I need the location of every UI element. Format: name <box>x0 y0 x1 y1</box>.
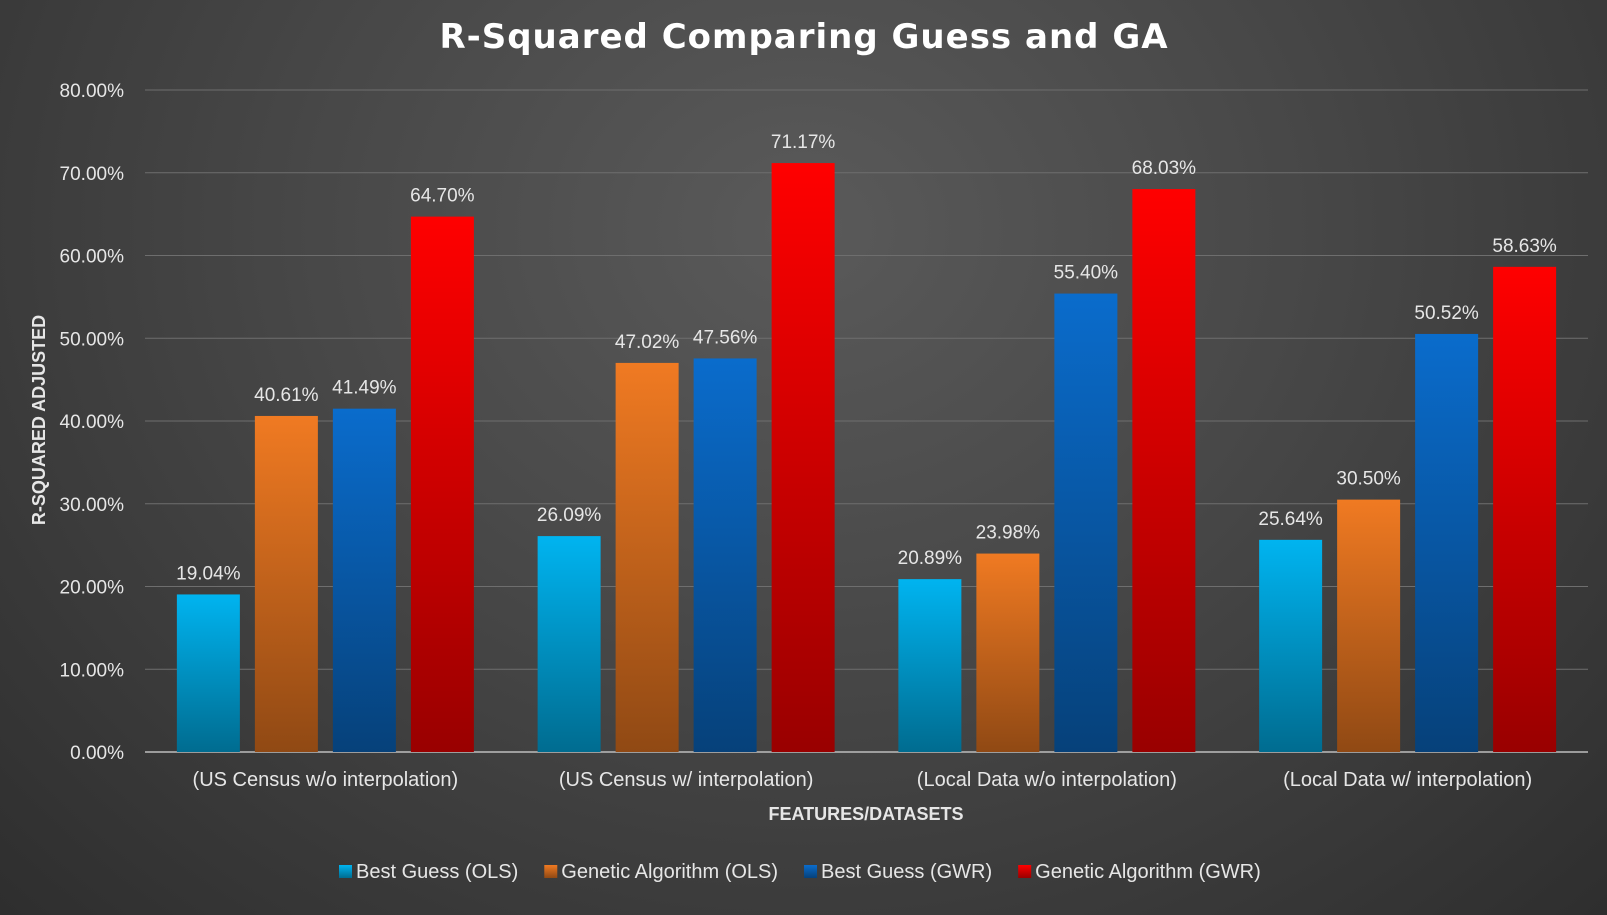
legend-entry: Best Guess (OLS) <box>356 861 518 883</box>
bar <box>693 358 757 752</box>
bar <box>537 536 601 752</box>
bar <box>410 216 474 753</box>
y-axis-title: R-SQUARED ADJUSTED <box>29 315 49 525</box>
y-tick-label: 70.00% <box>60 164 125 185</box>
bar <box>176 594 240 752</box>
y-tick-label: 80.00% <box>60 81 125 102</box>
data-label: 71.17% <box>771 132 836 153</box>
x-category-label: (US Census w/ interpolation) <box>559 769 814 791</box>
data-label: 26.09% <box>537 505 602 526</box>
data-label: 25.64% <box>1258 509 1323 530</box>
bar <box>615 362 679 752</box>
y-tick-label: 0.00% <box>70 743 124 764</box>
legend-swatch <box>804 865 818 878</box>
bar <box>1259 539 1323 752</box>
data-label: 64.70% <box>410 186 475 207</box>
bar <box>1054 293 1118 752</box>
y-tick-label: 20.00% <box>60 578 125 599</box>
data-label: 50.52% <box>1414 303 1479 324</box>
data-label: 47.56% <box>693 327 758 348</box>
x-axis-title: FEATURES/DATASETS <box>768 804 963 824</box>
data-label: 23.98% <box>976 523 1041 544</box>
data-label: 55.40% <box>1054 263 1119 284</box>
bar <box>1415 333 1479 752</box>
x-category-label: (US Census w/o interpolation) <box>193 769 459 791</box>
bar <box>1493 266 1557 752</box>
bar <box>976 553 1040 752</box>
bar <box>1132 189 1196 752</box>
chart-title: R-Squared Comparing Guess and GA <box>439 17 1168 57</box>
legend-swatch <box>1018 865 1032 878</box>
legend-entry: Genetic Algorithm (GWR) <box>1035 861 1261 883</box>
data-label: 20.89% <box>898 548 963 569</box>
y-tick-label: 40.00% <box>60 412 125 433</box>
bar <box>898 579 962 752</box>
data-label: 68.03% <box>1132 158 1197 179</box>
y-tick-label: 60.00% <box>60 247 125 268</box>
data-label: 41.49% <box>332 378 397 399</box>
y-tick-label: 10.00% <box>60 660 125 681</box>
data-label: 19.04% <box>176 563 241 584</box>
bar <box>1337 499 1401 752</box>
data-label: 30.50% <box>1336 469 1401 490</box>
y-tick-label: 50.00% <box>60 329 125 350</box>
bar <box>254 415 318 752</box>
legend-entry: Best Guess (GWR) <box>821 861 992 883</box>
x-category-label: (Local Data w/o interpolation) <box>917 769 1177 791</box>
legend-swatch <box>544 865 558 878</box>
legend-entry: Genetic Algorithm (OLS) <box>561 861 778 883</box>
x-category-label: (Local Data w/ interpolation) <box>1283 769 1532 791</box>
y-tick-label: 30.00% <box>60 495 125 516</box>
bar <box>332 408 396 752</box>
data-label: 40.61% <box>254 385 319 406</box>
data-label: 47.02% <box>615 332 680 353</box>
bar <box>771 163 835 753</box>
legend-swatch <box>339 865 352 878</box>
data-label: 58.63% <box>1492 236 1557 257</box>
